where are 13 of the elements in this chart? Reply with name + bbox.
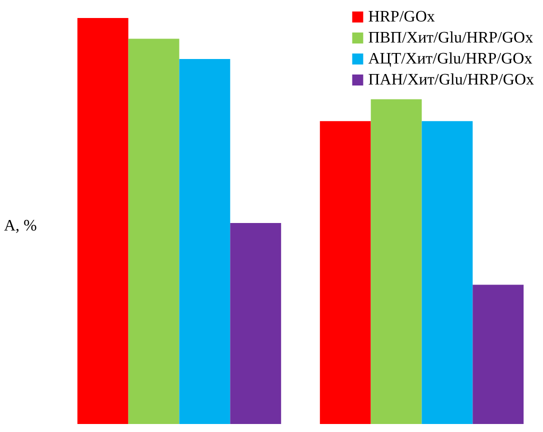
legend-label: HRP/GOx bbox=[368, 8, 435, 26]
legend-label: ПАН/Хит/Glu/HRP/GOx bbox=[368, 72, 534, 88]
bar bbox=[422, 121, 473, 424]
bar bbox=[179, 59, 230, 424]
bar bbox=[128, 38, 180, 424]
bar bbox=[320, 121, 371, 424]
bar bbox=[472, 284, 524, 424]
legend-label: ПВП/Хит/Glu/HRP/GOx bbox=[368, 30, 534, 46]
bar bbox=[230, 223, 282, 424]
bar bbox=[370, 99, 422, 424]
y-axis-title: A, % bbox=[4, 218, 37, 234]
bar bbox=[77, 18, 128, 424]
legend-label: АЦТ/Хит/Glu/HRP/GOx bbox=[368, 50, 532, 68]
